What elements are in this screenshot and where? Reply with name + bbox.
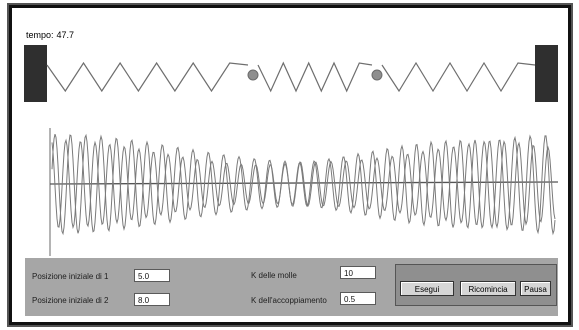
initial-position-2-label: Posizione iniziale di 2 [32, 296, 109, 305]
left-wall [24, 45, 47, 102]
springs [46, 61, 536, 93]
pause-button[interactable]: Pausa [520, 281, 551, 296]
start-button[interactable]: Esegui [400, 281, 454, 296]
spring-right [381, 61, 536, 93]
coupling-constant-field[interactable]: 0.5 [340, 292, 376, 305]
right-wall [535, 45, 558, 102]
spring-constant-label: K delle molle [251, 271, 297, 280]
spring-left [46, 61, 249, 93]
coupling-constant-label: K dell'accoppiamento [251, 296, 327, 305]
initial-position-2-field[interactable]: 8.0 [134, 293, 170, 306]
initial-position-1-field[interactable]: 5.0 [134, 269, 170, 282]
initial-position-1-label: Posizione iniziale di 1 [32, 272, 109, 281]
mass-2[interactable] [371, 69, 383, 81]
mass-1[interactable] [247, 69, 259, 81]
spring-coupling [257, 61, 373, 93]
time-label: tempo: [26, 30, 54, 40]
position-trace-2 [51, 138, 556, 230]
time-readout: tempo: 47.7 [26, 30, 77, 40]
position-trace-1 [51, 133, 556, 236]
spring-constant-field[interactable]: 10 [340, 266, 376, 279]
time-value: 47.7 [56, 30, 75, 40]
restart-button[interactable]: Ricomincia [460, 281, 516, 296]
